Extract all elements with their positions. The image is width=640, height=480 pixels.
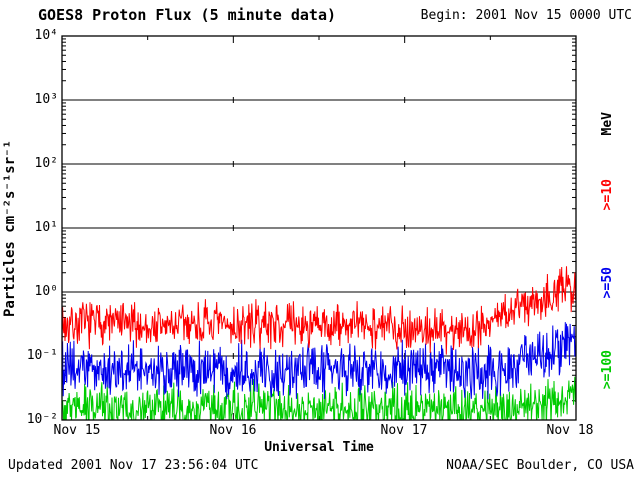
y-tick-label: 10²	[34, 156, 58, 171]
y-tick-label: 10¹	[34, 220, 58, 235]
y-tick-label: 10⁴	[34, 28, 58, 43]
mev-units-label: MeV	[600, 112, 615, 136]
y-tick-label: 10⁻²	[26, 412, 58, 427]
y-tick-label: 10³	[34, 92, 58, 107]
chart-title: GOES8 Proton Flux (5 minute data)	[38, 6, 337, 24]
y-tick-label: 10⁰	[34, 284, 58, 299]
updated-timestamp: Updated 2001 Nov 17 23:56:04 UTC	[8, 458, 259, 473]
x-axis-title: Universal Time	[264, 440, 374, 455]
x-tick-label: Nov 16	[209, 423, 257, 438]
x-tick-label: Nov 18	[546, 423, 594, 438]
credit-text: NOAA/SEC Boulder, CO USA	[446, 458, 634, 473]
x-tick-label: Nov 15	[53, 423, 101, 438]
series-label-ge100: >=100	[600, 350, 615, 390]
y-tick-label: 10⁻¹	[26, 348, 58, 363]
x-tick-label: Nov 17	[380, 423, 428, 438]
begin-label: Begin: 2001 Nov 15 0000 UTC	[420, 8, 632, 23]
series-label-ge50: >=50	[600, 267, 615, 299]
series-label-ge10: >=10	[600, 179, 615, 211]
